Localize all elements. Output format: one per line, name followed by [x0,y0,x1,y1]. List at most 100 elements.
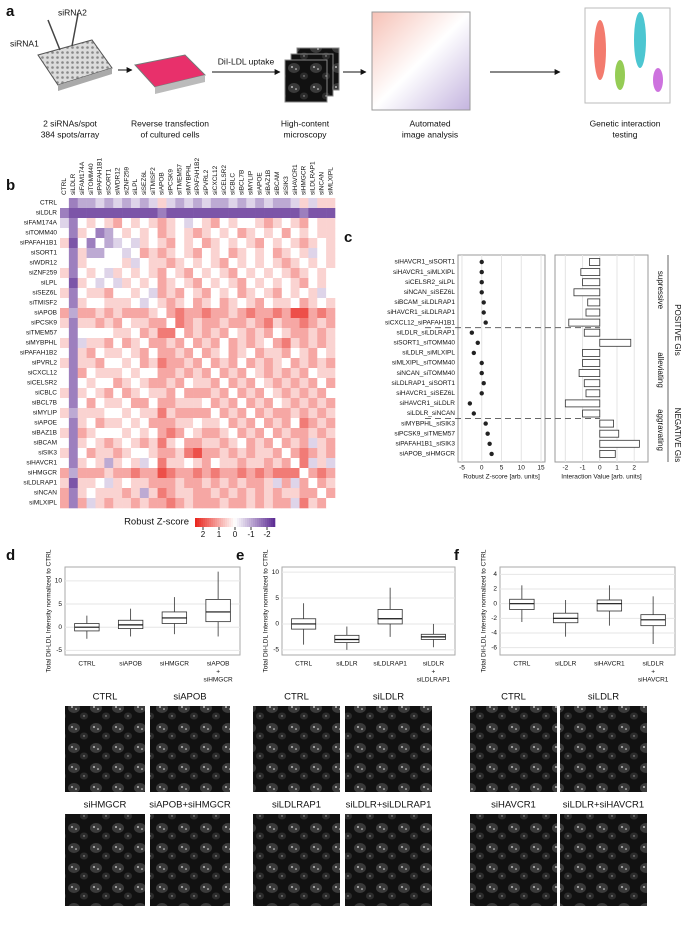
row-label: siPAFAH1B2 [20,350,57,357]
heatmap-cell [281,418,291,429]
heatmap-cell [281,388,291,399]
row-label: siSEZ6L [32,290,57,297]
heatmap-cell [130,418,141,429]
heatmap-cell [317,228,327,239]
heatmap-cell [95,198,105,209]
heatmap-cell [77,318,87,329]
heatmap-cell [95,238,105,249]
heatmap-cell [317,478,327,489]
heatmap-cell [246,398,256,409]
micrograph-label: CTRL [284,692,309,703]
heatmap-cell [299,398,309,409]
x-tick-label: CTRL [78,661,95,668]
heatmap-cell [184,248,194,259]
heatmap-cell [317,408,327,419]
heatmap-cell [130,468,141,479]
heatmap-cell [139,498,150,509]
zscore-median [479,360,484,366]
heatmap-cell [281,468,291,479]
zscore-median [479,290,484,295]
heatmap-cell [255,418,265,429]
heatmap-cell [166,278,176,289]
heatmap-cell [104,418,114,429]
heatmap-cell [113,388,123,399]
heatmap-cell [246,438,256,449]
column-label: siWDR12 [114,167,121,195]
heatmap-cell [246,388,256,399]
heatmap-cell [86,228,96,239]
pair-label: siCELSR2_siLPL [405,279,455,286]
thumb-blob [634,12,646,68]
heatmap-cell [255,458,265,469]
heatmap-cell [281,498,291,509]
heatmap-cell [122,268,132,279]
heatmap-cell [166,328,176,339]
heatmap-cell [210,408,220,419]
heatmap-cell [272,368,283,379]
colorbar-step [249,518,252,527]
heatmap-cell [139,468,150,479]
heatmap-cell [228,468,238,479]
heatmap-cell [317,498,327,509]
heatmap-cell [281,458,291,469]
heatmap-cell [175,438,185,449]
heatmap-cell [237,448,247,459]
heatmap-cell [219,418,229,429]
heatmap-cell [201,468,212,479]
heatmap-cell [308,348,318,359]
heatmap-cell [210,248,220,259]
heatmap-cell [86,308,96,319]
colorbar-step [217,518,220,527]
heatmap-cell [219,478,229,489]
heatmap-cell [113,358,123,369]
heatmap-cell [139,438,150,449]
heatmap-cell [166,348,176,359]
heatmap-cell [264,478,274,489]
heatmap-cell [157,358,167,369]
panel-letter: d [6,547,15,564]
pair-label: siLDLR_siLDLRAP1 [396,329,455,336]
heatmap-cell [130,448,141,459]
column-label: siLDLR [70,173,77,195]
heatmap-cell [317,198,327,209]
heatmap-cell [326,208,336,219]
heatmap-cell [86,468,96,479]
column-label: siSIK3 [283,176,290,195]
heatmap-cell [68,498,79,509]
x-tick-label: 0 [598,465,602,472]
heatmap-cell [210,358,220,369]
heatmap-cell [219,408,229,419]
x-tick-label: siLDLR [642,661,664,668]
heatmap-cell [326,478,336,489]
y-tick-label: -5 [56,647,62,654]
heatmap-cell [166,238,176,249]
heatmap-cell [77,468,87,479]
heatmap-cell [246,478,256,489]
heatmap-cell [308,458,318,469]
heatmap-cell [272,308,283,319]
heatmap-cell [86,348,96,359]
heatmap-cell [290,208,300,219]
heatmap-cell [210,418,220,429]
zscore-median [481,310,486,315]
heatmap-cell [272,458,283,469]
heatmap-cell [299,218,309,229]
heatmap-cell [246,248,256,259]
heatmap-cell [166,218,176,229]
heatmap-cell [201,278,212,289]
heatmap-cell [86,368,96,379]
heatmap-cell [219,378,229,389]
column-label: siTOMM40 [88,163,95,195]
zscore-median [479,391,484,396]
colorbar-tick-label: 1 [217,530,222,539]
heatmap-cell [166,318,176,329]
heatmap-cell [272,478,283,489]
heatmap-cell [148,448,158,459]
heatmap-cell [210,478,220,489]
heatmap-cell [299,198,309,209]
heatmap-cell [60,238,70,249]
heatmap-cell [113,318,123,329]
pair-label: siPAFAH1B1_siSIK3 [396,441,456,448]
heatmap-cell [255,338,265,349]
